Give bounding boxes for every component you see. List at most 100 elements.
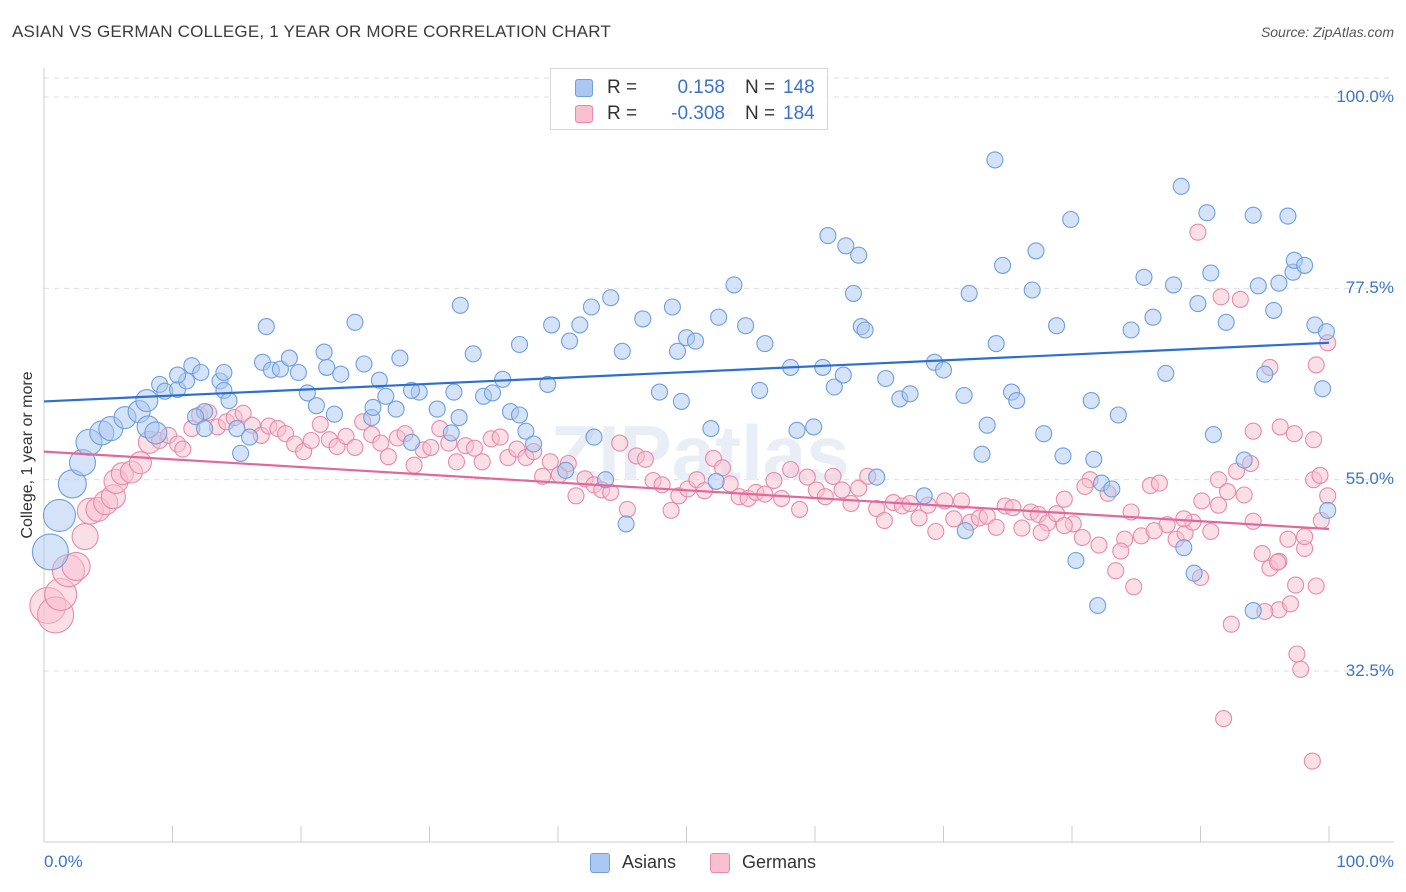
asians-trend-line xyxy=(43,341,1330,403)
asian-point xyxy=(877,369,895,388)
asian-point xyxy=(751,381,769,399)
german-point xyxy=(372,434,390,452)
y-tick-label: 100.0% xyxy=(1336,87,1394,106)
german-point xyxy=(1235,486,1253,504)
asian-point xyxy=(557,461,575,479)
german-point xyxy=(1319,487,1337,505)
source-label: Source: ZipAtlas.com xyxy=(1260,24,1394,40)
german-point xyxy=(1305,431,1323,449)
asian-point xyxy=(825,378,843,396)
asian-point xyxy=(1048,317,1066,335)
asians-swatch xyxy=(589,852,610,873)
asian-point xyxy=(510,335,529,354)
asian-point xyxy=(856,321,874,339)
legend-item-germans[interactable]: Germans xyxy=(710,852,816,873)
german-point xyxy=(611,434,629,452)
y-tick-label: 77.5% xyxy=(1345,278,1394,297)
german-point xyxy=(465,439,484,457)
asian-point xyxy=(144,421,168,445)
german-point xyxy=(311,415,329,433)
asian-point xyxy=(1204,426,1222,444)
german-point xyxy=(422,438,440,456)
german-point xyxy=(1303,752,1321,770)
asian-point xyxy=(602,289,620,307)
german-point xyxy=(1145,522,1163,540)
asian-point xyxy=(1317,323,1335,341)
german-point xyxy=(1244,422,1262,440)
german-point xyxy=(1218,483,1237,501)
n-label: N = xyxy=(745,77,776,98)
asian-point xyxy=(994,256,1012,274)
asian-point xyxy=(1296,256,1314,274)
asian-point xyxy=(1109,406,1127,424)
german-point xyxy=(1175,510,1193,528)
asian-point xyxy=(805,418,823,436)
y-tick-label: 32.5% xyxy=(1345,661,1394,680)
asian-point xyxy=(539,375,557,393)
german-point xyxy=(1244,512,1262,530)
german-point xyxy=(842,494,860,513)
asian-point xyxy=(1270,274,1288,292)
asian-point xyxy=(307,397,325,415)
german-point xyxy=(868,500,886,518)
asian-point xyxy=(1164,276,1183,294)
asian-point xyxy=(450,409,468,427)
german-point xyxy=(765,471,783,490)
asian-point xyxy=(169,366,187,384)
german-point xyxy=(1209,471,1228,489)
german-point xyxy=(653,476,671,494)
asian-point xyxy=(915,487,933,505)
asian-point xyxy=(585,428,603,446)
german-point xyxy=(1307,577,1325,595)
german-point xyxy=(1202,522,1220,541)
asian-point xyxy=(756,335,774,353)
german-point xyxy=(816,488,834,506)
asian-point xyxy=(837,237,855,255)
asian-point xyxy=(332,365,350,383)
asian-point xyxy=(1265,301,1283,319)
asian-point xyxy=(483,384,502,402)
asian-point xyxy=(280,349,298,367)
german-point xyxy=(1215,710,1233,728)
asian-point xyxy=(228,420,246,438)
german-point xyxy=(1281,595,1300,613)
german-point xyxy=(473,453,491,471)
asian-point xyxy=(710,308,728,326)
german-point xyxy=(1004,499,1022,517)
asian-point xyxy=(725,276,743,294)
x-tick-label: 0.0% xyxy=(44,852,83,871)
asian-point xyxy=(1175,539,1193,557)
legend-row-germans: R = -0.308 N = 184 xyxy=(575,103,815,125)
asian-point xyxy=(1256,365,1274,383)
asian-point xyxy=(1008,392,1026,410)
asian-point xyxy=(634,310,652,328)
german-point xyxy=(1107,562,1125,580)
asian-point xyxy=(1054,447,1072,465)
german-point xyxy=(567,487,585,505)
asian-point xyxy=(517,422,535,440)
asian-point xyxy=(445,383,463,401)
asian-point xyxy=(613,342,631,360)
axes xyxy=(43,68,1394,843)
asian-point xyxy=(442,424,460,442)
asian-point xyxy=(387,400,405,418)
germans-trend-line xyxy=(43,450,1330,531)
trend-lines xyxy=(43,341,1330,531)
legend-item-asians[interactable]: Asians xyxy=(589,852,676,873)
german-point xyxy=(1189,223,1207,241)
asian-point xyxy=(663,298,681,316)
x-tick-label: 100.0% xyxy=(1336,852,1394,871)
german-point xyxy=(927,522,945,541)
asian-point xyxy=(42,498,76,532)
asian-point xyxy=(561,332,579,350)
german-point xyxy=(1287,576,1305,594)
german-point xyxy=(1032,523,1050,541)
asian-point xyxy=(289,363,307,382)
asian-point xyxy=(668,342,687,360)
german-point xyxy=(1279,530,1297,548)
german-point xyxy=(346,438,364,456)
asian-point xyxy=(596,471,615,489)
german-point xyxy=(1307,356,1325,374)
german-point xyxy=(1288,645,1306,663)
asian-point xyxy=(391,349,409,367)
